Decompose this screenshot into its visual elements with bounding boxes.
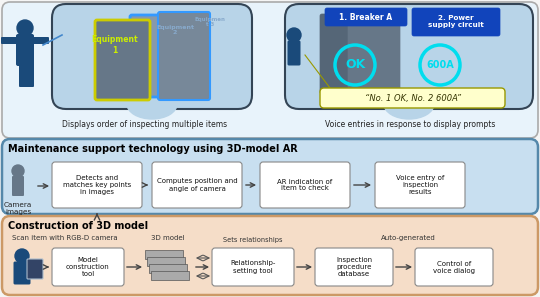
- Circle shape: [17, 20, 33, 36]
- Text: Equipment
1: Equipment 1: [92, 35, 138, 55]
- FancyBboxPatch shape: [12, 176, 24, 196]
- FancyBboxPatch shape: [2, 2, 538, 138]
- FancyBboxPatch shape: [95, 20, 150, 100]
- FancyBboxPatch shape: [16, 34, 34, 66]
- Text: Inspection
procedure
database: Inspection procedure database: [336, 257, 372, 277]
- FancyBboxPatch shape: [52, 4, 252, 109]
- FancyBboxPatch shape: [130, 15, 185, 97]
- Text: “No. 1 OK, No. 2 600A”: “No. 1 OK, No. 2 600A”: [365, 94, 461, 102]
- FancyBboxPatch shape: [2, 216, 538, 295]
- FancyBboxPatch shape: [147, 257, 185, 266]
- FancyBboxPatch shape: [14, 261, 30, 285]
- FancyBboxPatch shape: [25, 63, 34, 87]
- FancyBboxPatch shape: [2, 139, 538, 214]
- Text: Auto-generated: Auto-generated: [381, 235, 435, 241]
- Text: AR indication of
item to check: AR indication of item to check: [278, 178, 333, 192]
- FancyBboxPatch shape: [52, 162, 142, 208]
- Text: Voice entry of
inspection
results: Voice entry of inspection results: [396, 175, 444, 195]
- FancyBboxPatch shape: [260, 162, 350, 208]
- FancyBboxPatch shape: [212, 248, 294, 286]
- Text: Camera
images: Camera images: [4, 202, 32, 215]
- FancyBboxPatch shape: [145, 250, 183, 259]
- FancyBboxPatch shape: [29, 37, 49, 44]
- FancyBboxPatch shape: [158, 12, 210, 100]
- FancyBboxPatch shape: [320, 14, 372, 94]
- Text: 3D model: 3D model: [151, 235, 185, 241]
- FancyBboxPatch shape: [325, 8, 407, 26]
- FancyBboxPatch shape: [152, 162, 242, 208]
- FancyBboxPatch shape: [52, 248, 124, 286]
- Text: Equipmen
t 3: Equipmen t 3: [194, 17, 225, 27]
- Text: Relationship-
setting tool: Relationship- setting tool: [231, 260, 276, 274]
- Ellipse shape: [127, 89, 177, 119]
- FancyBboxPatch shape: [412, 8, 500, 36]
- Text: OK: OK: [345, 59, 365, 72]
- FancyBboxPatch shape: [149, 264, 187, 273]
- FancyBboxPatch shape: [315, 248, 393, 286]
- Ellipse shape: [384, 89, 434, 119]
- Text: Control of
voice dialog: Control of voice dialog: [433, 260, 475, 274]
- Text: Sets relationships: Sets relationships: [223, 237, 283, 243]
- Circle shape: [287, 28, 301, 42]
- Text: Voice entries in response to display prompts: Voice entries in response to display pro…: [325, 120, 495, 129]
- FancyBboxPatch shape: [151, 271, 189, 280]
- Text: Scan item with RGB-D camera: Scan item with RGB-D camera: [12, 235, 118, 241]
- Text: Displays order of inspecting multiple items: Displays order of inspecting multiple it…: [63, 120, 227, 129]
- FancyBboxPatch shape: [348, 10, 400, 95]
- FancyBboxPatch shape: [27, 259, 43, 279]
- FancyBboxPatch shape: [375, 162, 465, 208]
- FancyBboxPatch shape: [415, 248, 493, 286]
- Text: 2. Power
supply circuit: 2. Power supply circuit: [428, 15, 484, 29]
- Text: Construction of 3D model: Construction of 3D model: [8, 221, 148, 231]
- Text: 1. Breaker A: 1. Breaker A: [340, 12, 393, 21]
- Text: Equipment
2: Equipment 2: [156, 25, 194, 35]
- Text: Computes position and
angle of camera: Computes position and angle of camera: [157, 178, 237, 192]
- Text: 600A: 600A: [426, 60, 454, 70]
- Text: Detects and
matches key points
in images: Detects and matches key points in images: [63, 175, 131, 195]
- Circle shape: [12, 165, 24, 177]
- Circle shape: [15, 249, 29, 263]
- FancyBboxPatch shape: [287, 40, 300, 66]
- FancyBboxPatch shape: [285, 4, 533, 109]
- FancyBboxPatch shape: [320, 88, 505, 108]
- Text: Model
construction
tool: Model construction tool: [66, 257, 110, 277]
- FancyBboxPatch shape: [19, 63, 28, 87]
- FancyBboxPatch shape: [1, 37, 21, 44]
- Text: Maintenance support technology using 3D-model AR: Maintenance support technology using 3D-…: [8, 144, 298, 154]
